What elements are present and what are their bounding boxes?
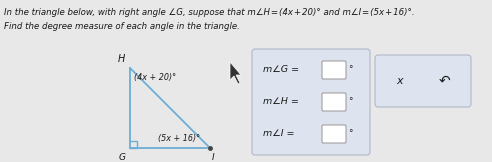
Text: Find the degree measure of each angle in the triangle.: Find the degree measure of each angle in… [4, 22, 240, 31]
Text: ↶: ↶ [438, 74, 450, 88]
Text: G: G [119, 153, 126, 162]
Polygon shape [230, 62, 241, 84]
Text: °: ° [348, 129, 352, 139]
Text: m∠I =: m∠I = [263, 129, 295, 139]
FancyBboxPatch shape [375, 55, 471, 107]
Text: m∠G =: m∠G = [263, 65, 299, 75]
Text: °: ° [348, 65, 352, 75]
Text: (4x + 20)°: (4x + 20)° [134, 73, 176, 82]
FancyBboxPatch shape [322, 125, 346, 143]
FancyBboxPatch shape [252, 49, 370, 155]
FancyBboxPatch shape [322, 61, 346, 79]
Text: (5x + 16)°: (5x + 16)° [158, 134, 200, 143]
Text: I: I [212, 153, 215, 162]
Text: °: ° [348, 98, 352, 106]
Text: In the triangle below, with right angle ∠G, suppose that m∠H = (4x + 20)° and m∠: In the triangle below, with right angle … [4, 8, 415, 17]
Text: H: H [118, 54, 125, 64]
FancyBboxPatch shape [322, 93, 346, 111]
Text: x: x [397, 76, 403, 86]
Text: m∠H =: m∠H = [263, 98, 299, 106]
